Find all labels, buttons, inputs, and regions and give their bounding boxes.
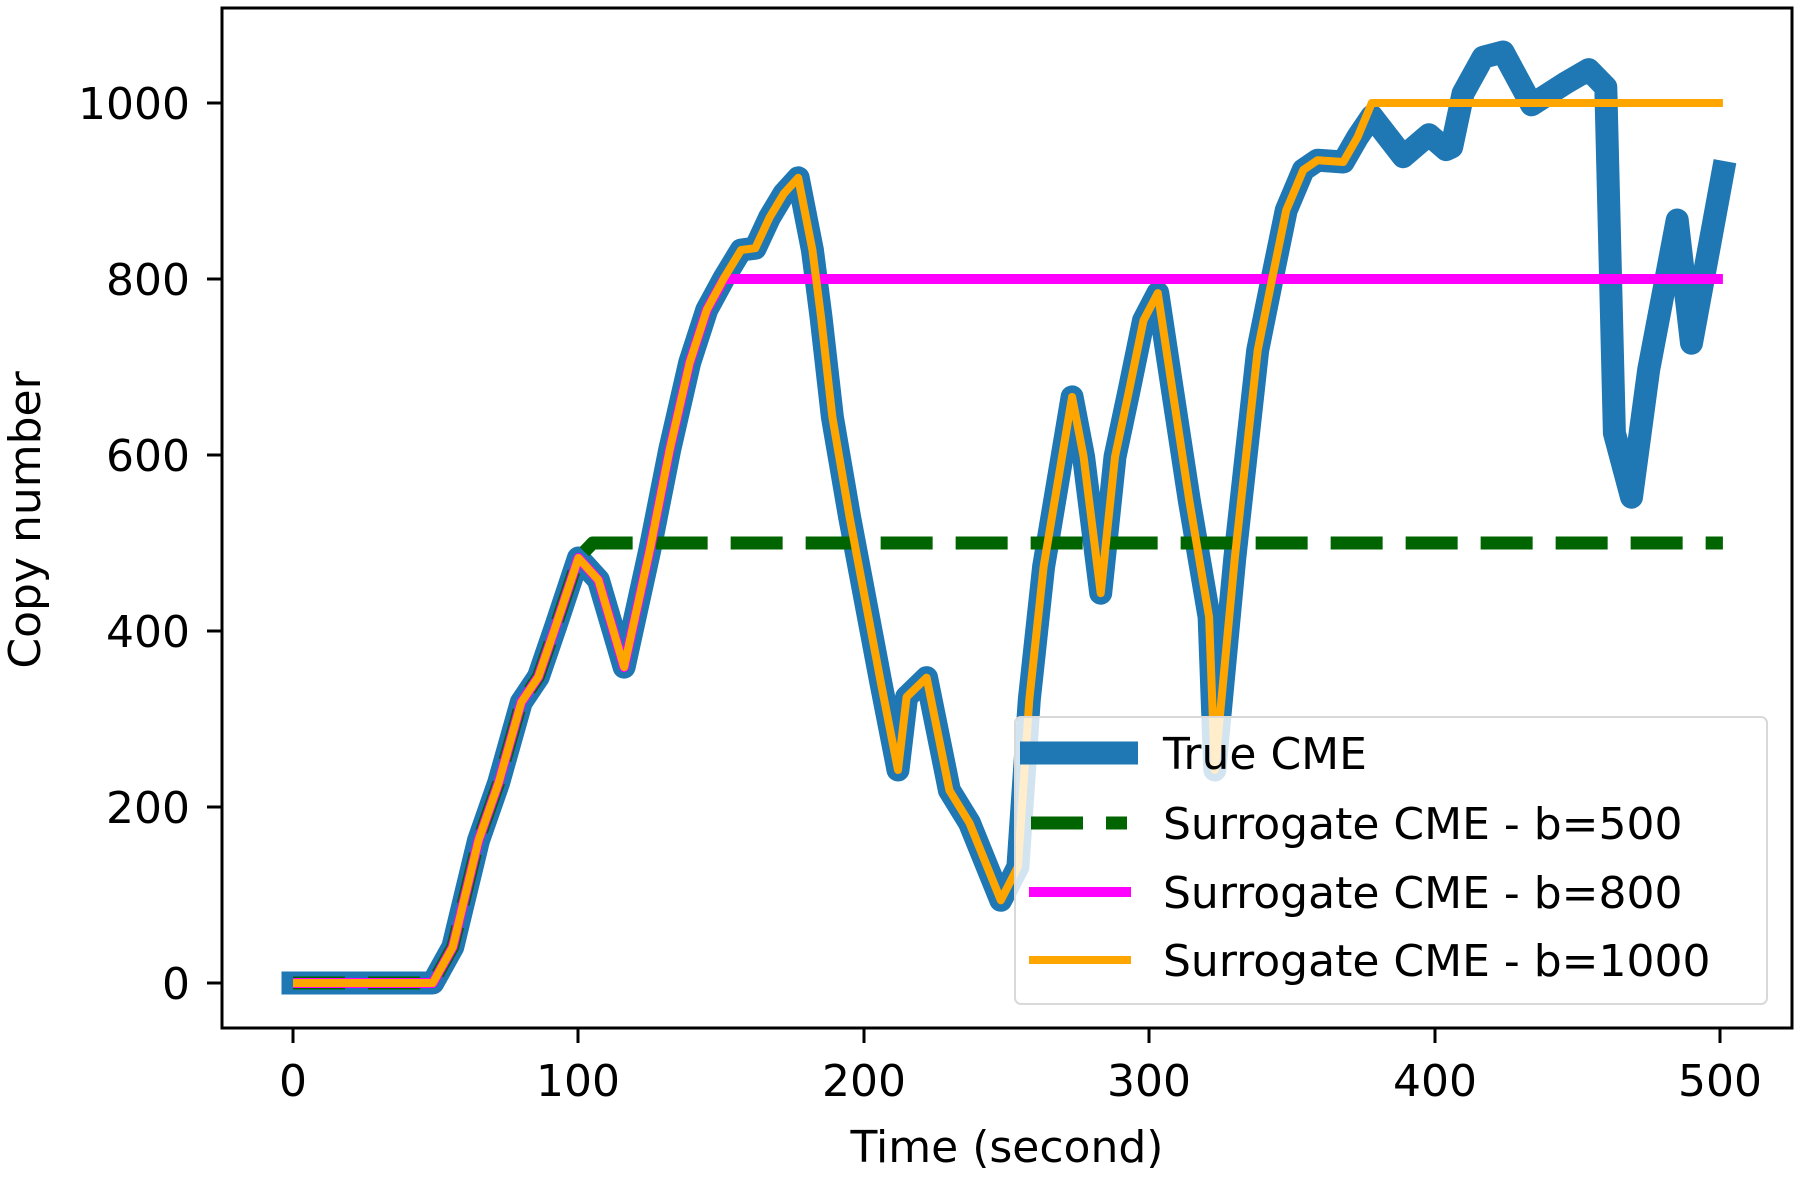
x-tick-label: 100 (536, 1056, 620, 1107)
x-tick-400: 400 (1393, 1028, 1477, 1107)
x-tick-100: 100 (536, 1028, 620, 1107)
x-tick-label: 500 (1678, 1056, 1762, 1107)
x-tick-label: 400 (1393, 1056, 1477, 1107)
y-tick-200: 200 (106, 783, 222, 834)
y-axis-label: Copy number (0, 370, 51, 668)
x-tick-200: 200 (822, 1028, 906, 1107)
legend-label-b800: Surrogate CME - b=800 (1163, 868, 1683, 919)
x-tick-label: 200 (822, 1056, 906, 1107)
y-tick-600: 600 (106, 431, 222, 482)
x-tick-label: 300 (1107, 1056, 1191, 1107)
x-axis-label: Time (second) (850, 1122, 1164, 1173)
legend-label-b1000: Surrogate CME - b=1000 (1163, 936, 1711, 987)
x-axis: 0 100 200 300 400 500 (279, 1028, 1762, 1107)
legend: True CME Surrogate CME - b=500 Surrogate… (1014, 716, 1768, 1005)
y-axis: 0 200 400 600 800 1000 (78, 79, 222, 1010)
y-tick-label: 0 (162, 959, 190, 1010)
surrogate-b1000-line (293, 99, 1723, 987)
x-tick-0: 0 (279, 1028, 307, 1107)
y-tick-label: 400 (106, 607, 190, 658)
y-tick-1000: 1000 (78, 79, 222, 130)
x-tick-300: 300 (1107, 1028, 1191, 1107)
y-tick-label: 800 (106, 255, 190, 306)
plot-frame (220, 6, 1794, 1030)
y-tick-label: 200 (106, 783, 190, 834)
plot-area (281, 40, 1737, 995)
y-tick-0: 0 (162, 959, 222, 1010)
legend-label-true-cme: True CME (1162, 729, 1367, 780)
x-tick-500: 500 (1678, 1028, 1762, 1107)
x-tick-label: 0 (279, 1056, 307, 1107)
y-tick-800: 800 (106, 255, 222, 306)
y-tick-400: 400 (106, 607, 222, 658)
y-tick-label: 600 (106, 431, 190, 482)
y-tick-label: 1000 (78, 79, 190, 130)
legend-label-b500: Surrogate CME - b=500 (1163, 799, 1683, 850)
legend-box (1014, 716, 1768, 1005)
